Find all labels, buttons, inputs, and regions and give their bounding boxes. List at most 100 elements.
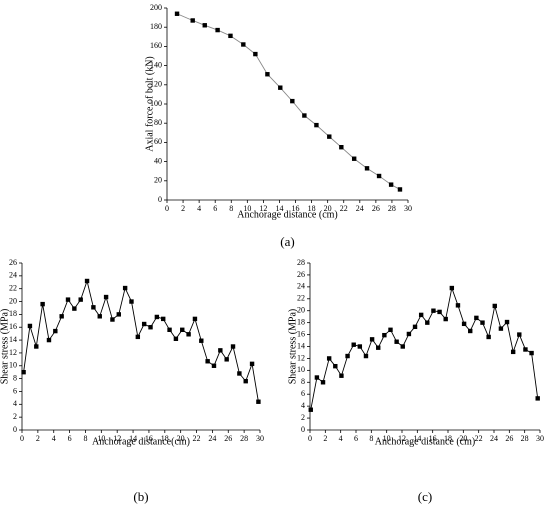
data-marker	[199, 338, 204, 343]
data-marker	[173, 336, 179, 341]
x-tick-label: 18	[308, 204, 316, 213]
x-tick-label: 30	[404, 204, 412, 213]
data-marker	[345, 353, 350, 359]
x-tick-label: 24	[356, 204, 364, 213]
data-marker	[110, 317, 115, 322]
y-tick-label: 26	[9, 258, 17, 267]
data-marker	[27, 323, 33, 329]
data-marker	[363, 353, 369, 359]
data-marker	[492, 303, 497, 309]
data-marker	[333, 363, 338, 369]
data-marker	[141, 321, 147, 327]
x-tick-label: 8	[229, 204, 233, 213]
data-marker	[376, 173, 382, 179]
data-marker	[431, 308, 436, 313]
y-axis-label: Shear stress (MPa)	[287, 309, 298, 385]
x-tick-label: 30	[256, 434, 264, 443]
data-marker	[418, 312, 424, 318]
y-tick-label: 22	[9, 284, 17, 293]
x-axis-label: Anchorage distance (cm)	[375, 436, 476, 447]
y-tick-label: 60	[154, 137, 162, 146]
x-tick-label: 4	[52, 434, 56, 443]
panel-label: (b)	[133, 489, 148, 504]
data-marker	[103, 294, 109, 300]
data-marker	[339, 373, 344, 378]
x-tick-label: 14	[275, 204, 283, 213]
data-marker	[256, 399, 261, 404]
y-tick-label: 20	[297, 306, 305, 315]
y-tick-label: 180	[150, 22, 162, 31]
data-marker	[211, 363, 217, 368]
data-marker	[167, 327, 172, 332]
data-marker	[498, 326, 504, 331]
data-marker	[202, 23, 207, 28]
y-tick-label: 8	[301, 377, 305, 386]
data-marker	[397, 187, 403, 192]
data-marker	[535, 396, 540, 401]
x-tick-label: 0	[308, 434, 312, 443]
data-marker	[78, 297, 83, 302]
x-tick-label: 14	[129, 434, 137, 443]
y-tick-label: 100	[150, 99, 162, 108]
data-marker	[230, 344, 236, 349]
data-marker	[249, 361, 255, 367]
data-marker	[388, 327, 393, 332]
data-marker	[190, 18, 195, 23]
x-axis-label: Anchorage distance(cm)	[92, 436, 190, 447]
data-marker	[186, 332, 191, 337]
x-tick-label: 6	[68, 434, 72, 443]
x-tick-label: 8	[83, 434, 87, 443]
data-line	[310, 286, 539, 410]
data-marker	[351, 342, 356, 347]
data-marker	[192, 316, 198, 322]
data-marker	[135, 334, 141, 340]
data-marker	[504, 319, 510, 325]
y-tick-label: 18	[9, 309, 17, 318]
x-tick-label: 28	[240, 434, 248, 443]
x-tick-label: 22	[475, 434, 483, 443]
data-marker	[59, 314, 64, 319]
data-marker	[339, 145, 344, 150]
data-marker	[523, 347, 528, 352]
x-tick-label: 20	[459, 434, 467, 443]
y-tick-label: 200	[150, 3, 162, 12]
y-tick-label: 6	[301, 389, 305, 398]
data-marker	[228, 33, 233, 39]
data-marker	[480, 320, 485, 325]
x-tick-label: 0	[165, 204, 169, 213]
x-tick-label: 4	[339, 434, 343, 443]
data-marker	[21, 369, 26, 375]
x-tick-label: 6	[354, 434, 358, 443]
x-tick-label: 26	[505, 434, 513, 443]
data-marker	[327, 134, 332, 139]
data-line	[23, 279, 259, 402]
x-axis-label: Anchorage distance (cm)	[237, 209, 338, 220]
y-tick-label: 24	[297, 282, 305, 291]
data-marker	[46, 337, 52, 343]
data-marker	[394, 339, 399, 344]
x-tick-label: 14	[413, 434, 421, 443]
data-marker	[278, 85, 283, 90]
y-tick-label: 140	[150, 60, 162, 69]
y-axis-label: Shear stress (MPa)	[0, 309, 10, 385]
y-tick-label: 14	[297, 341, 305, 350]
data-marker	[265, 72, 270, 77]
x-tick-label: 22	[193, 434, 201, 443]
data-marker	[517, 332, 522, 337]
data-marker	[65, 297, 71, 302]
y-tick-label: 10	[297, 365, 305, 374]
data-marker	[97, 314, 102, 319]
x-tick-label: 10	[383, 434, 391, 443]
y-tick-label: 12	[297, 353, 305, 362]
data-marker	[224, 357, 229, 362]
y-tick-label: 10	[9, 361, 17, 370]
x-tick-label: 20	[324, 204, 332, 213]
x-tick-label: 16	[145, 434, 153, 443]
x-tick-label: 26	[372, 204, 380, 213]
x-tick-label: 0	[20, 434, 24, 443]
data-marker	[425, 320, 430, 325]
y-axis-label: Axial force of bolt (kN)	[144, 56, 155, 152]
data-marker	[376, 345, 381, 350]
data-marker	[174, 11, 180, 16]
